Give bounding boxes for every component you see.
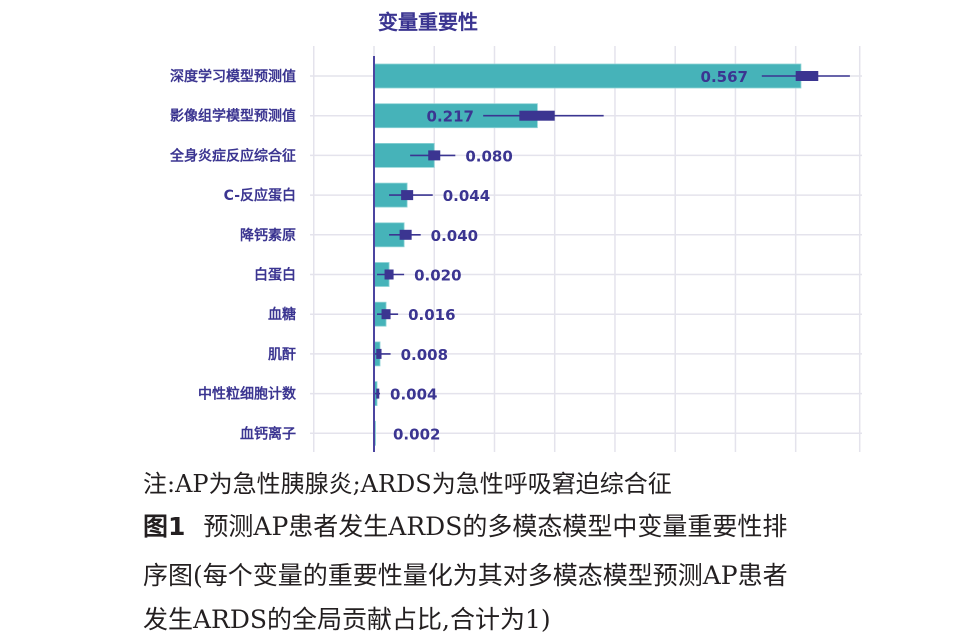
category-label: 肌酐 (268, 347, 296, 363)
value-label: 0.020 (414, 267, 461, 285)
category-label: C-反应蛋白 (224, 187, 296, 204)
value-label: 0.004 (390, 386, 437, 404)
error-box (376, 348, 382, 359)
error-box (384, 269, 394, 280)
figure-number: 图1 (143, 512, 186, 541)
chart-title: 变量重要性 (378, 10, 478, 34)
error-box (401, 190, 414, 201)
bar-row: 0.080 (373, 142, 513, 168)
bars: 0.567 0.217 0.080 0.044 0.040 0.020 0.016 0.008… (373, 63, 850, 446)
error-box (381, 309, 391, 320)
error-box (428, 150, 441, 161)
category-label: 血糖 (268, 306, 296, 323)
variable-importance-chart: 变量重要性 0.567 0.217 0.080 0.044 0.040 0.020 0.01… (169, 10, 862, 452)
error-box (795, 71, 819, 81)
bar-row: 0.008 (373, 341, 448, 367)
figure-title-text-1: 预测AP患者发生ARDS的多模态模型中变量重要性排 (203, 512, 788, 541)
value-label: 0.008 (401, 346, 448, 364)
category-label: 深度学习模型预测值 (170, 68, 296, 85)
bar-row: 0.567 (373, 63, 850, 89)
value-label: 0.016 (408, 306, 455, 324)
category-label: 中性粒细胞计数 (198, 386, 297, 403)
value-label: 0.044 (443, 187, 490, 205)
figure-note: 注:AP为急性胰腺炎;ARDS为急性呼吸窘迫综合征 (143, 470, 672, 498)
bar-row: 0.044 (373, 182, 490, 208)
value-label: 0.080 (465, 147, 512, 165)
bar-row: 0.020 (373, 262, 462, 287)
value-label: 0.217 (427, 108, 474, 126)
error-box (519, 110, 555, 121)
value-label: 0.567 (701, 68, 748, 86)
figure-title-line-2: 序图(每个变量的重要性量化为其对多模态模型预测AP患者 (143, 561, 788, 590)
value-label: 0.040 (431, 227, 478, 245)
bar-row: 0.217 (373, 103, 604, 129)
bar-row: 0.040 (373, 222, 478, 248)
bar-row: 0.016 (373, 301, 456, 327)
category-label: 全身炎症反应综合征 (169, 147, 296, 164)
category-label: 白蛋白 (254, 267, 296, 284)
figure-title-line-1: 图1 预测AP患者发生ARDS的多模态模型中变量重要性排 (143, 507, 787, 543)
value-label: 0.002 (393, 425, 440, 443)
category-label: 血钙离子 (240, 425, 296, 442)
category-label: 降钙素原 (240, 227, 296, 244)
category-label: 影像组学模型预测值 (170, 108, 296, 125)
error-box (399, 229, 412, 240)
figure-title-line-3: 发生ARDS的全局贡献占比,合计为1) (143, 605, 551, 634)
error-box (376, 388, 380, 399)
